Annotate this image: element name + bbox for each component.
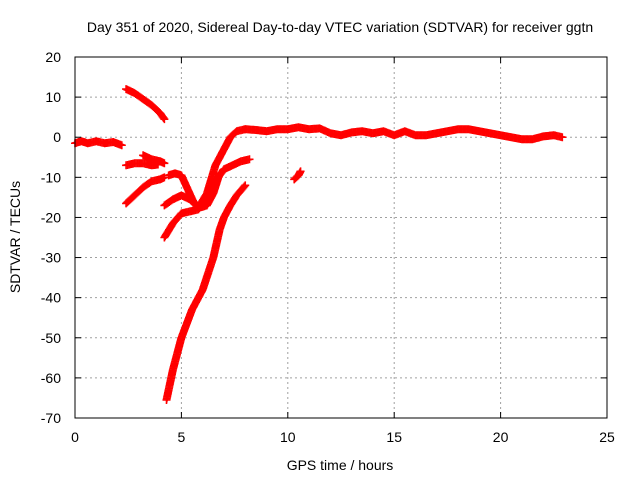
x-axis-label: GPS time / hours [287,457,394,473]
y-axis-label: SDTVAR / TECUs [7,181,23,293]
data-point [159,113,168,122]
data-point [160,173,169,182]
plot-frame [74,56,608,419]
data-point [160,159,169,168]
series-seg-long-near-zero [241,123,567,144]
x-tick-label: 20 [493,429,509,445]
y-tick-label: -10 [41,169,61,185]
chart-title: Day 351 of 2020, Sidereal Day-to-day VTE… [87,19,593,35]
y-tick-label: 10 [45,89,61,105]
ticks: 0 5 10 15 20 25 20 10 0 -10 -20 -30 -40 -50 -60 -70 [41,49,615,445]
data-point [558,133,567,142]
series-seg-lower-rising [122,173,169,208]
series-seg-deep-rise [162,181,250,404]
data-point [245,155,254,164]
data-point [117,141,126,150]
data-point [240,182,249,191]
data-point [296,167,305,176]
x-tick-label: 5 [178,429,186,445]
series-seg-rise-to-zero [160,125,250,212]
series-seg-isolated-10h [290,167,305,184]
series-seg-early-flat [71,137,126,150]
y-tick-label: -50 [41,330,61,346]
series-seg-upper-descending [122,85,169,124]
y-tick-label: 20 [45,49,61,65]
y-tick-label: -30 [41,250,61,266]
x-tick-label: 0 [71,429,79,445]
series-seg-from-minus25 [160,155,254,242]
data-point [160,115,169,124]
series-seg-mid-right [139,151,169,168]
x-tick-label: 10 [280,429,296,445]
data-points [71,85,567,404]
y-tick-label: -20 [41,209,61,225]
y-tick-label: -70 [41,410,61,426]
series-seg-mid-flat [122,159,162,170]
x-tick-label: 15 [386,429,402,445]
y-tick-label: -40 [41,290,61,306]
data-point [241,181,250,190]
y-tick-label: -60 [41,370,61,386]
x-tick-label: 25 [599,429,615,445]
y-tick-label: 0 [53,129,61,145]
